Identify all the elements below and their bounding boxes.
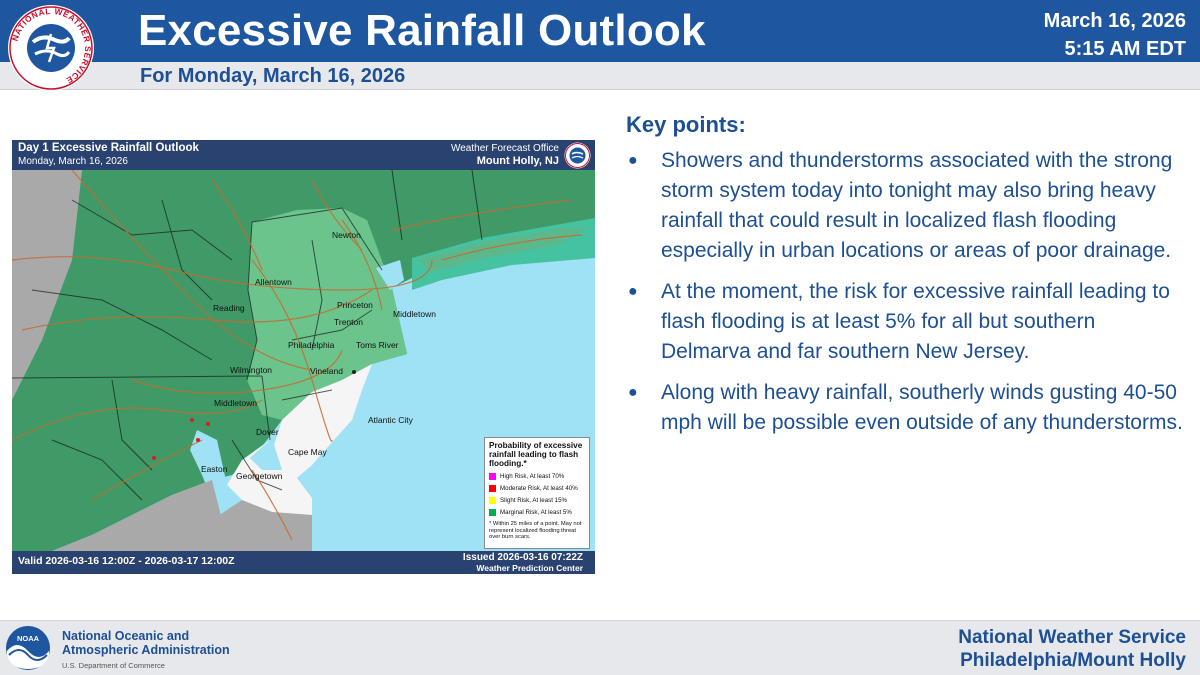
bullet-icon: ● [628,283,638,300]
map-title: Day 1 Excessive Rainfall Outlook [18,142,199,154]
city-label: Newton [332,230,361,240]
issue-date: March 16, 2026 [1043,10,1186,32]
city-label: Trenton [334,317,363,327]
bullet-icon: ● [628,152,638,169]
map-graphic [12,140,595,574]
bullet-icon: ● [628,384,638,401]
page-subtitle: For Monday, March 16, 2026 [140,65,406,87]
legend-label: High Risk, At least 70% [500,473,565,480]
key-point-item: ● Showers and thunderstorms associated w… [626,146,1186,266]
map-footer: Valid 2026-03-16 12:00Z - 2026-03-17 12:… [12,551,595,574]
map-office-label: Weather Forecast Office [450,143,559,154]
city-label: Easton [201,464,228,474]
key-point-text: Along with heavy rainfall, southerly win… [661,381,1183,434]
map-source: Weather Prediction Center [476,563,583,573]
city-marker [352,370,356,374]
legend-label: Marginal Risk, At least 5% [500,509,572,516]
city-label: Reading [213,303,245,313]
nws-name-line1: National Weather Service [958,627,1186,648]
legend-item-high: High Risk, At least 70% [489,473,585,480]
legend-swatch [489,497,496,504]
legend-swatch [489,485,496,492]
city-label: Vineland [310,366,343,376]
legend-item-moderate: Moderate Risk, At least 40% [489,485,585,492]
page-title: Excessive Rainfall Outlook [138,6,706,55]
legend-swatch [489,509,496,516]
issue-time: 5:15 AM EDT [1064,38,1186,60]
city-label: Allentown [255,277,292,287]
legend-title: Probability of excessive rainfall leadin… [489,441,583,468]
map-legend: Probability of excessive rainfall leadin… [484,437,590,549]
map-issued-time: Issued 2026-03-16 07:22Z [462,552,583,563]
noaa-name-line2: Atmospheric Administration [62,643,230,657]
key-point-item: ● Along with heavy rainfall, southerly w… [626,378,1186,438]
city-label: Georgetown [236,471,283,481]
nws-name-line2: Philadelphia/Mount Holly [960,650,1186,671]
key-point-text: Showers and thunderstorms associated wit… [661,149,1173,262]
subtitle-band [0,62,1200,90]
svg-text:NOAA: NOAA [17,634,40,643]
key-points-list: ● Showers and thunderstorms associated w… [626,146,1186,449]
map-office-name: Mount Holly, NJ [476,155,559,167]
legend-swatch [489,473,496,480]
city-label: Philadelphia [288,340,335,350]
city-label: Princeton [337,300,373,310]
legend-item-slight: Slight Risk, At least 15% [489,497,585,504]
nws-office-name: National Weather Service Philadelphia/Mo… [958,626,1186,672]
nws-logo: NATIONAL WEATHER SERVICE [8,5,94,91]
noaa-name-line1: National Oceanic and [62,629,190,643]
map-date: Monday, March 16, 2026 [18,156,128,167]
legend-note: * Within 25 miles of a point. May not re… [489,521,582,540]
issue-datetime: March 16, 2026 5:15 AM EDT [1044,7,1186,63]
nws-small-logo [564,142,591,169]
city-label: Toms River [356,340,399,350]
city-label: Middletown [214,398,257,408]
city-label: Middletown [393,309,436,319]
noaa-department: U.S. Department of Commerce [62,661,165,670]
header-bar [0,0,1200,62]
key-point-text: At the moment, the risk for excessive ra… [661,280,1170,363]
noaa-logo: NOAA [6,626,50,670]
city-label: Cape May [288,447,327,457]
key-point-item: ● At the moment, the risk for excessive … [626,277,1186,367]
map-valid-period: Valid 2026-03-16 12:00Z - 2026-03-17 12:… [18,555,235,567]
map-header: Day 1 Excessive Rainfall Outlook Monday,… [12,140,595,170]
key-points-heading: Key points: [626,112,746,137]
city-label: Atlantic City [368,415,413,425]
legend-item-marginal: Marginal Risk, At least 5% [489,509,585,516]
rainfall-outlook-map: Day 1 Excessive Rainfall Outlook Monday,… [12,140,595,574]
legend-label: Slight Risk, At least 15% [500,497,568,504]
legend-label: Moderate Risk, At least 40% [500,485,578,492]
footer-bar: NOAA National Oceanic and Atmospheric Ad… [0,620,1200,675]
city-label: Wilmington [230,365,273,375]
city-label: Dover [256,427,279,437]
noaa-name: National Oceanic and Atmospheric Adminis… [62,629,230,657]
